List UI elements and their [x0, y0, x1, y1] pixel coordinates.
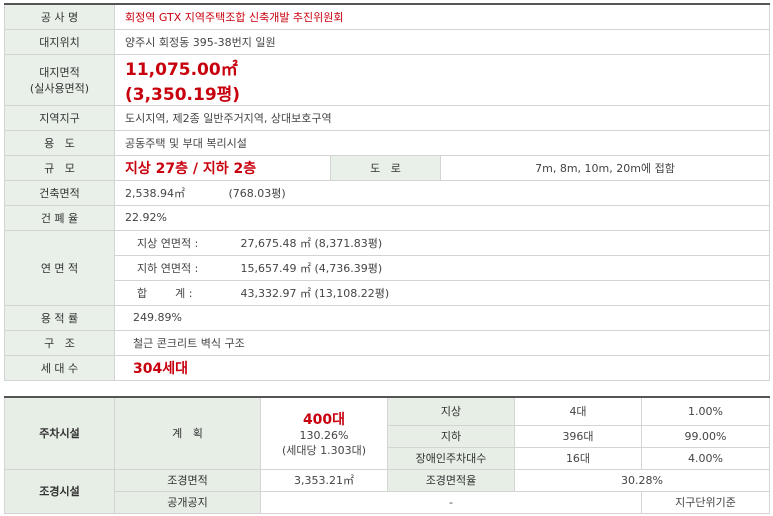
floor-area-row-value: 15,657.49 ㎡ (4,736.39평) [240, 261, 383, 275]
road-value: 7m, 8m, 10m, 20m에 접함 [440, 154, 770, 181]
site-area-label: 대지면적 (실사용면적) [4, 53, 115, 106]
structure-label: 구 조 [4, 329, 115, 356]
far-label: 용 적 률 [4, 304, 115, 331]
parking-ratio: 130.26% [299, 428, 349, 442]
landscape-area-value: 3,353.21㎡ [260, 468, 388, 492]
landscape-area-label: 조경면적 [114, 468, 261, 492]
road-label: 도 로 [330, 154, 441, 181]
site-area-value: 11,075.00㎡ (3,350.19평) [114, 53, 770, 106]
parking-plan-label: 계 획 [114, 396, 261, 470]
building-area-pyeong: (768.03평) [228, 186, 286, 200]
parking-total: 400대 [302, 411, 346, 428]
scale-value: 지상 27층 / 지하 2층 [114, 154, 331, 181]
parking-row-label: 지하 [387, 424, 515, 448]
use-value: 공동주택 및 부대 복리시설 [114, 129, 770, 156]
facilities-table: 주차시설 계 획 400대 130.26% (세대당 1.303대) 지상 4대… [4, 396, 770, 514]
site-area-pyeong: (3,350.19평) [125, 84, 241, 105]
project-spec-table: 공 사 명 회정역 GTX 지역주택조합 신축개발 추진위원회 대지위치 양주시… [4, 3, 770, 381]
parking-row-label: 장애인주차대수 [387, 446, 515, 470]
site-location-label: 대지위치 [4, 28, 115, 55]
project-name-label: 공 사 명 [4, 3, 115, 30]
use-label: 용 도 [4, 129, 115, 156]
public-space-value: - [260, 490, 642, 514]
building-area-value: 2,538.94㎡ (768.03평) [114, 179, 770, 206]
zone-label: 지역지구 [4, 104, 115, 131]
floor-area-row: 합 계 : 43,332.97 ㎡ (13,108.22평) [114, 279, 770, 306]
zone-value: 도시지역, 제2종 일반주거지역, 상대보호구역 [114, 104, 770, 131]
parking-row-pct: 4.00% [641, 446, 770, 470]
site-area-sqm: 11,075.00㎡ [125, 59, 238, 80]
building-area-label: 건축면적 [4, 179, 115, 206]
landscape-ratio-label: 조경면적율 [387, 468, 515, 492]
far-value: 249.89% [114, 304, 770, 331]
parking-row-pct: 99.00% [641, 424, 770, 448]
landscape-ratio-value: 30.28% [514, 468, 770, 492]
site-area-label-line2: (실사용면적) [29, 81, 90, 95]
public-space-label: 공개공지 [114, 490, 261, 514]
floor-area-row-label: 지상 연면적 : [137, 236, 199, 250]
households-label: 세 대 수 [4, 354, 115, 381]
coverage-label: 건 폐 율 [4, 204, 115, 231]
parking-row-count: 16대 [514, 446, 642, 470]
site-area-label-line1: 대지면적 [39, 65, 80, 79]
floor-area-row: 지하 연면적 : 15,657.49 ㎡ (4,736.39평) [114, 254, 770, 281]
project-name-value: 회정역 GTX 지역주택조합 신축개발 추진위원회 [114, 3, 770, 30]
floor-area-row-label: 지하 연면적 : [137, 261, 199, 275]
parking-label: 주차시설 [4, 396, 115, 470]
public-space-note: 지구단위기준 [641, 490, 770, 514]
scale-label: 규 모 [4, 154, 115, 181]
building-area-sqm: 2,538.94㎡ [125, 186, 185, 200]
coverage-value: 22.92% [114, 204, 770, 231]
parking-row-label: 지상 [387, 396, 515, 426]
floor-area-row-value: 27,675.48 ㎡ (8,371.83평) [240, 236, 383, 250]
floor-area-row: 지상 연면적 : 27,675.48 ㎡ (8,371.83평) [114, 229, 770, 256]
parking-per-unit: (세대당 1.303대) [281, 443, 367, 457]
floor-area-row-value: 43,332.97 ㎡ (13,108.22평) [240, 286, 390, 300]
parking-plan-value: 400대 130.26% (세대당 1.303대) [260, 396, 388, 470]
landscape-label: 조경시설 [4, 468, 115, 514]
site-location-value: 양주시 회정동 395-38번지 일원 [114, 28, 770, 55]
floor-area-label: 연 면 적 [4, 229, 115, 306]
structure-value: 철근 콘크리트 벽식 구조 [114, 329, 770, 356]
parking-row-count: 4대 [514, 396, 642, 426]
parking-row-count: 396대 [514, 424, 642, 448]
parking-row-pct: 1.00% [641, 396, 770, 426]
floor-area-row-label: 합 계 : [137, 286, 193, 300]
households-value: 304세대 [114, 354, 770, 381]
